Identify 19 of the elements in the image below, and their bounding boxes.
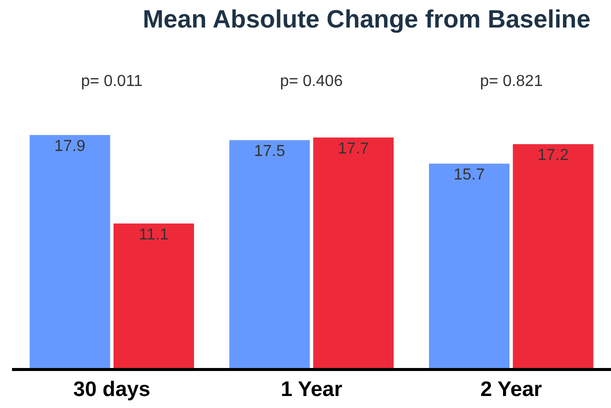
text: p= 0.011 [81, 73, 143, 90]
data-label: 17.2 [537, 147, 569, 164]
text: p= 0.406 [280, 73, 343, 90]
bar [512, 144, 594, 368]
text: p= 0.821 [480, 73, 543, 90]
data-label: 17.5 [254, 143, 286, 160]
bar [114, 223, 194, 368]
chart-title: Mean Absolute Change from Baseline [142, 6, 591, 34]
data-label: 11.1 [138, 226, 169, 244]
x-tick-label: 30 days [73, 378, 150, 402]
data-label: 17.7 [338, 140, 370, 158]
x-tick-label: 2 Year [480, 378, 542, 402]
data-label: 17.9 [54, 138, 86, 155]
bar [30, 134, 110, 368]
bar [313, 138, 394, 368]
bar [229, 140, 310, 368]
x-tick-label: 1 Year [280, 378, 342, 402]
bar [428, 164, 510, 368]
data-label: 15.7 [454, 166, 485, 184]
